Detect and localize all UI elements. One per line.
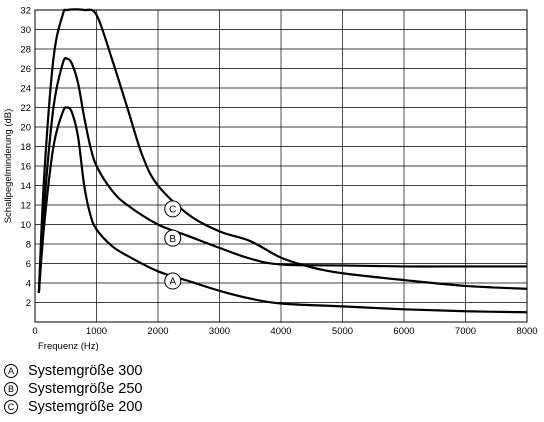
series-line-c — [37, 8, 528, 293]
x-tick-label: 1000 — [86, 326, 107, 337]
marker-circle — [164, 272, 182, 290]
x-tick-label: 5000 — [332, 326, 353, 337]
legend: A Systemgröße 300 B Systemgröße 250 C Sy… — [4, 362, 142, 416]
series-line-a — [37, 106, 528, 314]
y-tick-label: 6 — [26, 259, 31, 270]
y-tick-label: 8 — [26, 240, 31, 251]
y-tick-label: 10 — [20, 220, 31, 231]
legend-marker-c: C — [4, 400, 18, 414]
y-tick-label: 20 — [20, 123, 31, 134]
marker-letter: B — [169, 234, 176, 245]
y-tick-label: 14 — [20, 181, 31, 192]
marker-circle — [164, 229, 182, 247]
series-line-b — [37, 57, 527, 293]
y-tick-label: 28 — [20, 45, 31, 56]
y-tick-label: 22 — [20, 103, 31, 114]
legend-item-b: B Systemgröße 250 — [4, 380, 142, 398]
marker-letter: C — [169, 205, 176, 216]
annotation-layer: C B A — [164, 200, 182, 290]
series-marker-b: B — [164, 229, 182, 247]
legend-label-b: Systemgröße 250 — [28, 381, 143, 397]
series-marker-a: A — [164, 272, 182, 290]
x-tick-label: 2000 — [147, 326, 168, 337]
y-tick-label: 18 — [20, 142, 31, 153]
y-tick-label: 16 — [20, 162, 31, 173]
x-tick-label: 7000 — [455, 326, 476, 337]
y-tick-label: 24 — [20, 84, 31, 95]
x-axis-label: Frequenz (Hz) — [38, 341, 99, 352]
legend-marker-b: B — [4, 382, 18, 396]
y-tick-label: 12 — [20, 201, 31, 212]
y-axis-label: Schallpegelminderung (dB) — [3, 109, 14, 224]
y-tick-label: 26 — [20, 64, 31, 75]
x-tick-label: 0 — [32, 326, 37, 337]
series-marker-c: C — [164, 200, 182, 218]
marker-circle — [164, 200, 182, 218]
legend-marker-a: A — [4, 364, 18, 378]
x-tick-label: 8000 — [516, 326, 537, 337]
gridlines — [34, 9, 528, 323]
y-tick-label: 2 — [26, 298, 31, 309]
legend-item-a: A Systemgröße 300 — [4, 362, 142, 380]
y-tick-label: 30 — [20, 25, 31, 36]
x-tick-label: 6000 — [393, 326, 414, 337]
x-tick-label: 3000 — [209, 326, 230, 337]
legend-label-a: Systemgröße 300 — [28, 363, 143, 379]
legend-item-c: C Systemgröße 200 — [4, 398, 142, 416]
y-tick-label: 32 — [20, 6, 31, 17]
plot-frame — [34, 9, 528, 323]
x-tick-label: 4000 — [270, 326, 291, 337]
legend-label-c: Systemgröße 200 — [28, 399, 143, 415]
series-layer — [37, 8, 528, 314]
y-tick-label: 4 — [26, 279, 31, 290]
marker-letter: A — [169, 277, 176, 288]
